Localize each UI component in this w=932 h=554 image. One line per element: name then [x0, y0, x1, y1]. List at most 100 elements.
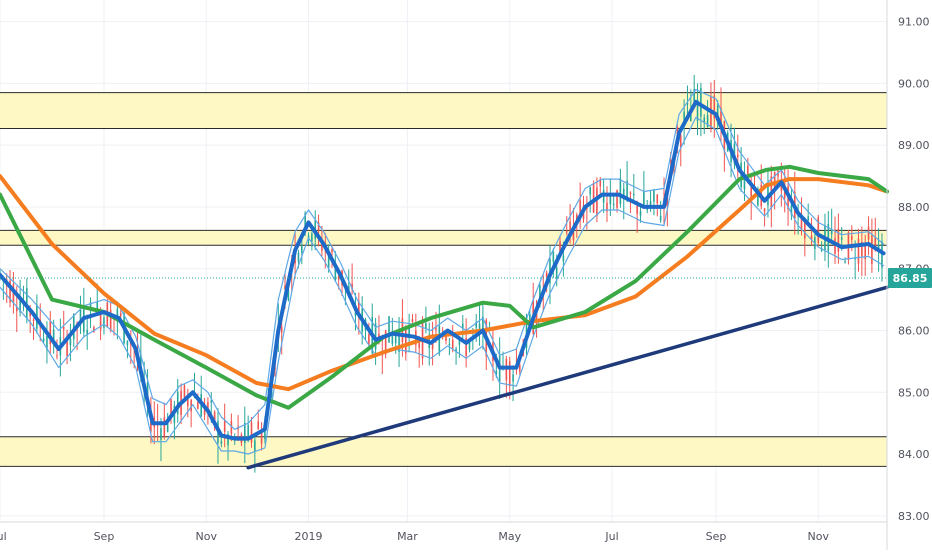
candle-up	[458, 337, 461, 345]
candle-up	[622, 188, 625, 198]
candle-up	[529, 314, 531, 323]
candle-up	[757, 188, 759, 206]
candle-up	[612, 203, 615, 205]
candle-down	[559, 241, 561, 253]
candle-down	[418, 342, 420, 348]
candle-down	[596, 187, 598, 216]
candle-down	[404, 327, 407, 354]
candle-down	[260, 432, 263, 444]
candle-up	[307, 235, 310, 238]
candle-up	[589, 187, 592, 195]
candle-down	[163, 417, 166, 436]
candle-up	[478, 323, 481, 331]
candle-down	[576, 214, 578, 222]
candle-down	[435, 326, 437, 330]
candle-down	[810, 235, 813, 240]
price-tick-label: 90.00	[898, 77, 930, 90]
candle-up	[482, 316, 484, 335]
candle-down	[606, 202, 608, 212]
zone-band	[0, 92, 887, 129]
candle-down	[800, 216, 803, 231]
candle-down	[616, 190, 618, 208]
candle-down	[747, 165, 749, 182]
green-moving-average-line	[0, 164, 889, 410]
time-axis[interactable]: Jul Sep Nov 2019 Mar May Jul Sep Nov	[0, 530, 829, 543]
candle-up	[42, 338, 45, 342]
candle-up	[706, 115, 709, 128]
candle-up	[512, 374, 514, 382]
candle-up	[455, 348, 457, 353]
candle-up	[807, 216, 809, 221]
candle-up	[398, 332, 400, 352]
candle-down	[358, 300, 360, 318]
time-tick-label: Mar	[397, 530, 418, 543]
candle-down	[656, 194, 659, 204]
candle-down	[331, 249, 333, 253]
candle-up	[643, 191, 645, 207]
candle-down	[32, 319, 35, 321]
candle-down	[864, 244, 867, 260]
candle-up	[716, 105, 719, 117]
candle-down	[817, 217, 820, 243]
candle-up	[52, 329, 55, 345]
candle-down	[599, 179, 602, 187]
candle-up	[827, 223, 830, 252]
candle-up	[103, 317, 105, 329]
candle-up	[700, 87, 702, 117]
candle-up	[301, 245, 303, 253]
candle-up	[408, 326, 410, 336]
candle-up	[72, 313, 75, 340]
time-tick-label: Sep	[706, 530, 727, 543]
candle-up	[220, 440, 223, 444]
price-tick-label: 85.00	[898, 386, 930, 399]
candle-down	[569, 221, 571, 235]
time-tick-label: Nov	[808, 530, 830, 543]
candle-down	[679, 135, 682, 148]
candle-up	[438, 326, 441, 354]
time-tick-label: May	[498, 530, 521, 543]
candle-down	[518, 365, 521, 372]
blue-moving-average-line	[0, 99, 886, 441]
zone-band	[0, 436, 887, 467]
candle-up	[425, 323, 427, 329]
candle-down	[337, 275, 340, 280]
candle-down	[850, 236, 853, 240]
candle-up	[287, 289, 290, 301]
candle-down	[445, 336, 447, 341]
candle-down	[197, 401, 199, 409]
candle-down	[9, 280, 11, 303]
candle-up	[653, 190, 655, 202]
price-tick-label: 86.00	[898, 324, 930, 337]
candle-down	[861, 241, 863, 257]
candle-up	[166, 419, 169, 432]
candle-up	[79, 308, 82, 324]
candle-up	[244, 422, 246, 444]
price-axis[interactable]: 83.0084.0085.0086.0087.0088.0089.0090.00…	[898, 16, 930, 523]
candle-down	[62, 327, 65, 330]
candle-down	[66, 336, 68, 357]
candle-up	[562, 255, 565, 262]
candle-up	[619, 178, 622, 204]
candle-down	[579, 200, 581, 220]
candle-up	[683, 111, 685, 125]
candle-down	[834, 238, 836, 254]
candle-up	[844, 261, 846, 263]
candle-down	[186, 397, 189, 407]
last-price-badge: 86.85	[888, 267, 932, 288]
candle-down	[15, 306, 18, 312]
candle-down	[867, 226, 870, 240]
candle-up	[690, 110, 692, 122]
candle-up	[126, 340, 129, 346]
candle-down	[190, 400, 192, 412]
candle-up	[86, 329, 88, 335]
candle-down	[572, 226, 575, 241]
time-tick-label: Jul	[604, 530, 618, 543]
candle-down	[629, 192, 632, 194]
candle-up	[475, 321, 477, 328]
candle-up	[555, 267, 558, 280]
candle-down	[250, 422, 253, 443]
price-tick-label: 84.00	[898, 448, 930, 461]
candle-up	[830, 229, 833, 235]
candle-down	[780, 181, 783, 192]
